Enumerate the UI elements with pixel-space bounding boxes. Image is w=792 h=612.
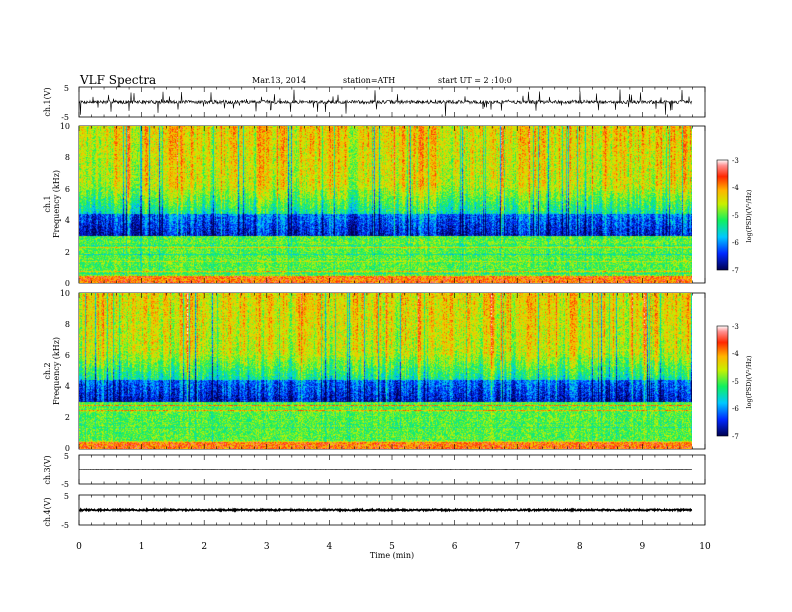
x-tick-labels: 0 1 2 3 4 5 6 7 8 9 10: [76, 542, 711, 552]
ch4-ytick-top: 5: [64, 492, 69, 501]
ch2-freq-tick-0: 0: [65, 444, 70, 453]
ch1-colorbar-label: log(PSD)(V²/Hz): [745, 189, 753, 242]
ch1-cbar-tick-m4: -4: [732, 184, 739, 192]
x-axis-label: Time (min): [370, 551, 414, 560]
ch1-ytick-top: 5: [64, 84, 69, 93]
ch3-waveform-ylabel: ch.3(V): [43, 455, 52, 484]
date-label: Mar.13, 2014: [252, 76, 306, 85]
station-label: station=ATH: [343, 76, 395, 85]
ch2-cbar-tick-m7: -7: [732, 433, 739, 441]
ch1-channel-label: ch.1: [43, 195, 52, 212]
ch2-spectrogram-image: [79, 293, 692, 449]
ch2-colorbar-label: log(PSD)(V²/Hz): [745, 355, 753, 408]
ch1-ytick-bottom: -5: [61, 113, 69, 122]
ch2-freq-tick-2: 2: [65, 413, 70, 422]
ch2-freq-tick-4: 4: [65, 382, 70, 391]
x-tick-label-8: 8: [577, 542, 583, 552]
start-time-label: start UT = 2 :10:0: [438, 76, 512, 85]
ch4-waveform-trace: [78, 506, 693, 513]
ch2-channel-label: ch.2: [43, 362, 52, 379]
ch2-freq-tick-10: 10: [60, 289, 70, 298]
ch2-frequency-label: Frequency (kHz): [52, 337, 61, 405]
chart-title: VLF Spectra: [79, 73, 156, 87]
ch3-ytick-top: 5: [64, 452, 69, 461]
ch2-cbar-tick-m4: -4: [732, 350, 739, 358]
ch1-freq-tick-8: 8: [65, 153, 70, 162]
panel-ch1-spectrogram: 10 8 6 4 2 0 ch.1 Frequency (kHz) -3 -4 …: [43, 122, 753, 288]
ch2-cbar-tick-m5: -5: [732, 378, 739, 386]
ch1-freq-tick-6: 6: [65, 185, 70, 194]
ch2-colorbar: [716, 325, 729, 437]
x-tick-label-9: 9: [640, 542, 646, 552]
x-tick-label-2: 2: [201, 542, 207, 552]
ch2-cbar-tick-m3: -3: [732, 323, 739, 331]
ch2-spectrogram-image-wrap: [79, 293, 692, 449]
panel-ch4-waveform: 5 -5 ch.4(V): [43, 492, 706, 530]
ch1-cbar-tick-m5: -5: [732, 212, 739, 220]
panel-ch1-waveform: 5 -5 ch.1(V): [43, 84, 706, 122]
ch1-cbar-tick-m6: -6: [732, 239, 739, 247]
ch1-waveform-trace: [78, 89, 693, 117]
ch1-freq-tick-4: 4: [65, 216, 70, 225]
ch1-colorbar: [716, 159, 729, 271]
x-tick-label-1: 1: [139, 542, 145, 552]
ch4-ytick-bottom: -5: [61, 521, 69, 530]
x-tick-label-5: 5: [389, 542, 395, 552]
x-tick-label-0: 0: [76, 542, 82, 552]
ch1-freq-tick-10: 10: [60, 122, 70, 131]
x-ticks: [78, 87, 706, 525]
ch1-frequency-label: Frequency (kHz): [52, 170, 61, 238]
ch4-waveform-ylabel: ch.4(V): [43, 497, 52, 526]
ch1-cbar-tick-m7: -7: [732, 267, 739, 275]
x-tick-label-4: 4: [327, 542, 333, 552]
ch1-freq-tick-0: 0: [65, 279, 70, 288]
x-tick-label-10: 10: [699, 542, 711, 552]
ch3-ytick-bottom: -5: [61, 480, 69, 489]
x-tick-label-3: 3: [264, 542, 270, 552]
ch2-cbar-tick-m6: -6: [732, 405, 739, 413]
ch2-freq-tick-8: 8: [65, 320, 70, 329]
ch2-freq-tick-6: 6: [65, 351, 70, 360]
x-tick-label-7: 7: [514, 542, 520, 552]
ch1-freq-tick-2: 2: [65, 248, 70, 257]
ch1-waveform-ylabel: ch.1(V): [43, 87, 52, 116]
ch1-cbar-tick-m3: -3: [732, 157, 739, 165]
x-tick-label-6: 6: [452, 542, 458, 552]
ch1-spectrogram-image-wrap: [79, 126, 692, 283]
panel-ch3-waveform: 5 -5 ch.3(V): [43, 452, 706, 489]
ch1-spectrogram-image: [79, 126, 692, 283]
panel-ch2-spectrogram: 10 8 6 4 2 0 ch.2 Frequency (kHz) -3 -4 …: [43, 289, 753, 453]
